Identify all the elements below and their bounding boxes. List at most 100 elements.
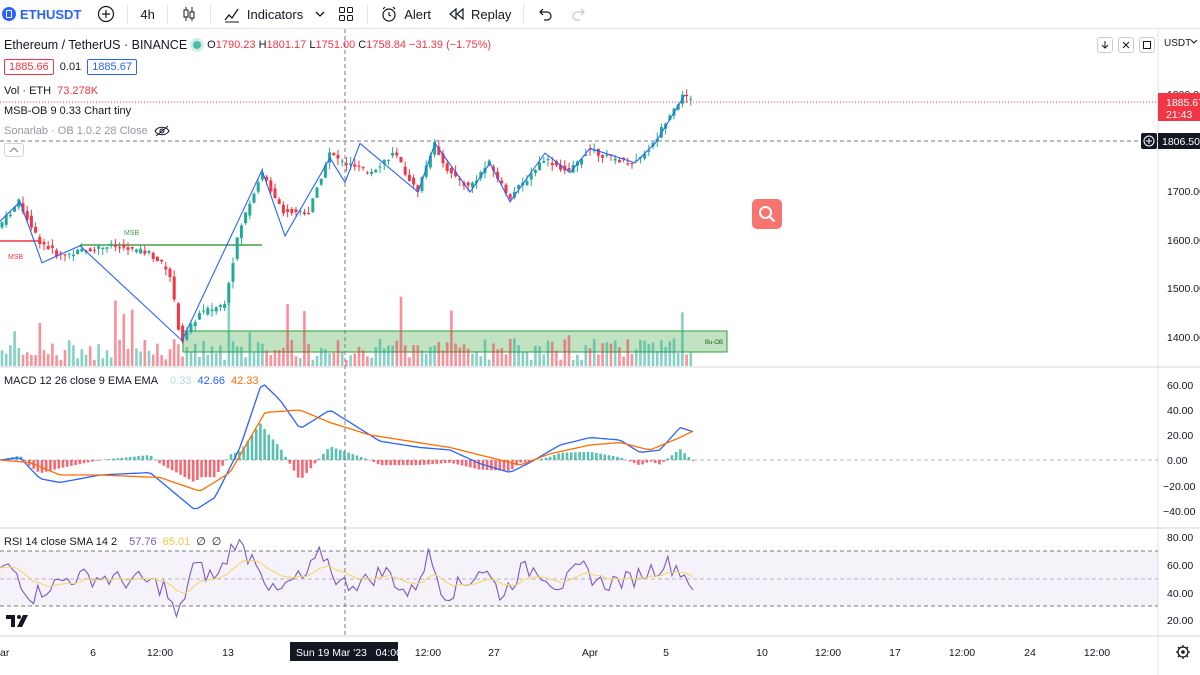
volume-bar bbox=[630, 353, 634, 366]
candle-body bbox=[382, 159, 386, 164]
candle-body bbox=[517, 185, 521, 189]
volume-bar bbox=[282, 347, 285, 366]
candle-body bbox=[588, 149, 592, 151]
volume-value: 73.278K bbox=[57, 85, 99, 97]
volume-bar bbox=[0, 350, 4, 366]
alert-label: Alert bbox=[404, 6, 431, 22]
macd-histogram-bar bbox=[620, 457, 623, 460]
candle-body bbox=[554, 161, 558, 166]
volume-bar bbox=[185, 347, 189, 366]
volume-bar bbox=[25, 352, 29, 366]
indicators-button[interactable]: Indicators bbox=[215, 0, 311, 28]
ethereum-logo-icon bbox=[2, 7, 16, 21]
interval-button[interactable]: 4h bbox=[140, 6, 155, 22]
volume-bar bbox=[622, 356, 625, 366]
spread-value: 0.01 bbox=[59, 61, 82, 73]
macd-histogram-bar bbox=[679, 449, 682, 460]
candle-body bbox=[550, 162, 554, 166]
candle-body bbox=[374, 169, 378, 173]
redo-button[interactable] bbox=[562, 0, 596, 28]
settings-gear-icon[interactable] bbox=[1176, 645, 1190, 659]
volume-bar bbox=[542, 354, 546, 366]
volume-bar bbox=[643, 340, 646, 366]
macd-histogram-bar bbox=[141, 455, 145, 460]
templates-dropdown[interactable] bbox=[311, 0, 329, 28]
candle-body bbox=[496, 171, 500, 179]
candle-body bbox=[13, 207, 17, 212]
sell-price-button[interactable]: 1885.66 bbox=[4, 59, 54, 75]
high-label: H bbox=[258, 39, 267, 51]
sonarlab-legend[interactable]: Sonarlab · OB 1.0.2 28 Close bbox=[4, 125, 170, 137]
candle-body bbox=[134, 249, 138, 252]
macd-histogram-bar bbox=[666, 458, 670, 460]
collapse-pane-button[interactable] bbox=[1118, 37, 1134, 53]
search-button[interactable] bbox=[752, 199, 782, 229]
macd-histogram-bar bbox=[359, 456, 363, 460]
macd-histogram-bar bbox=[343, 451, 346, 460]
macd-tick: −40.00 bbox=[1163, 506, 1196, 518]
time-axis[interactable]: ar 6 12:00 13 12:00 27 Apr 5 10 12:00 17 12:00 24 12:… bbox=[0, 647, 1110, 659]
redo-icon bbox=[572, 8, 586, 21]
rsi-legend[interactable]: RSI 14 close SMA 14 2 57.76 65.01 ∅ ∅ bbox=[4, 535, 222, 549]
candle-body bbox=[189, 324, 193, 333]
volume-bar bbox=[223, 359, 226, 366]
rsi-extra-value: ∅ bbox=[211, 536, 222, 548]
macd-legend[interactable]: MACD 12 26 close 9 EMA EMA 0.33 42.66 42… bbox=[4, 375, 259, 387]
macd-tick: 40.00 bbox=[1167, 405, 1193, 417]
macd-histogram-bar bbox=[183, 460, 187, 478]
volume-bar bbox=[340, 352, 344, 366]
layout-button[interactable] bbox=[329, 0, 363, 28]
volume-bar bbox=[256, 342, 260, 366]
macd-histogram-bar bbox=[271, 439, 275, 460]
buy-price-button[interactable]: 1885.67 bbox=[87, 59, 137, 75]
eye-hidden-icon[interactable] bbox=[154, 125, 170, 137]
macd-histogram-bar bbox=[275, 444, 279, 460]
candle-body bbox=[328, 152, 332, 163]
time-axis-label: 6 bbox=[90, 647, 96, 659]
maximize-pane-button[interactable] bbox=[1139, 37, 1155, 53]
collapse-legend-button[interactable] bbox=[4, 143, 24, 157]
macd-histogram-bar bbox=[40, 460, 44, 473]
macd-histogram-bar bbox=[565, 452, 569, 460]
macd-histogram-bar bbox=[683, 453, 686, 460]
volume-bar bbox=[592, 339, 596, 366]
macd-histogram-bar bbox=[145, 455, 149, 460]
candle-body bbox=[46, 245, 50, 250]
candle-body bbox=[101, 247, 105, 250]
currency-label[interactable]: USDT bbox=[1164, 38, 1191, 49]
rsi-tick: 60.00 bbox=[1167, 560, 1193, 572]
candle-body bbox=[605, 154, 609, 156]
chart-canvas[interactable]: MSB MSB Bu-OB USDT 1900.00 1700.00 1600.… bbox=[0, 29, 1200, 675]
volume-name: Vol · ETH bbox=[4, 85, 52, 97]
replay-button[interactable]: Replay bbox=[439, 0, 519, 28]
pair-title[interactable]: Ethereum / TetherUS · BINANCE bbox=[4, 38, 188, 52]
candle-body bbox=[475, 180, 479, 183]
volume-legend[interactable]: Vol · ETH 73.278K bbox=[4, 85, 98, 97]
candlesticks bbox=[0, 89, 693, 344]
macd-histogram-bar bbox=[86, 460, 90, 463]
move-pane-down-button[interactable] bbox=[1097, 37, 1113, 53]
symbol-label: ETHUSDT bbox=[20, 6, 82, 22]
macd-histogram-bar bbox=[527, 460, 531, 462]
rsi-name: RSI 14 close SMA 14 2 bbox=[4, 535, 118, 548]
volume-bar bbox=[244, 357, 247, 366]
chart-type-button[interactable] bbox=[172, 0, 206, 28]
add-alert-plus-icon[interactable] bbox=[1141, 133, 1157, 149]
symbol-search-button[interactable]: ETHUSDT bbox=[0, 0, 89, 28]
rsi-extra-value: ∅ bbox=[196, 536, 206, 548]
time-axis-label: 10 bbox=[756, 647, 768, 659]
candle-body bbox=[143, 250, 147, 254]
undo-button[interactable] bbox=[528, 0, 562, 28]
volume-bar bbox=[290, 340, 294, 366]
compare-button[interactable] bbox=[89, 0, 123, 28]
candle-body bbox=[239, 225, 243, 239]
candle-body bbox=[202, 310, 206, 312]
chevron-down-icon[interactable] bbox=[1190, 39, 1198, 44]
alert-button[interactable]: Alert bbox=[372, 0, 439, 28]
tradingview-logo[interactable] bbox=[6, 614, 32, 633]
volume-bar bbox=[576, 354, 579, 366]
volume-bar bbox=[46, 354, 50, 366]
candle-body bbox=[113, 245, 117, 247]
msb-ob-legend[interactable]: MSB-OB 9 0.33 Chart tiny bbox=[4, 105, 131, 117]
macd-histogram-bar bbox=[590, 452, 594, 460]
